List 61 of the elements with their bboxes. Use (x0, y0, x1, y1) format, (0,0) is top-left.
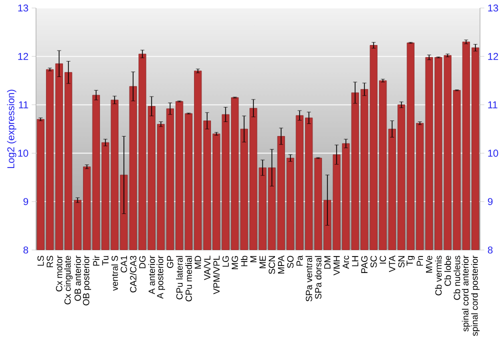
x-tick-label: Hb (240, 256, 248, 266)
x-tick-label: ME (260, 256, 266, 268)
x-tick-label: Cb nucleus (454, 256, 460, 300)
y2-tick-label: 11 (488, 101, 498, 108)
y-tick-label: 13 (18, 4, 28, 12)
x-tick-label: Tg (406, 256, 415, 266)
y2-tick-label: 13 (488, 4, 498, 12)
x-tick-label: CA1 (120, 256, 128, 272)
x-tick-label: RS (46, 256, 54, 268)
y2-tick-label: 8 (488, 246, 493, 254)
x-tick-label: Cb vermis (435, 256, 442, 296)
y2-tick-label: 9 (488, 198, 493, 206)
x-tick-label: LH (352, 256, 358, 266)
x-tick-label: MD (194, 256, 201, 269)
x-tick-label: Cb lobe (444, 256, 451, 286)
y-tick-label: 11 (18, 101, 28, 108)
x-tick-label: VMH (334, 256, 340, 276)
x-tick-label: SN (398, 256, 405, 268)
x-tick-label: spinal cord posterior (471, 256, 480, 336)
x-tick-label: DM (324, 256, 330, 269)
x-tick-label: CPu lateral (176, 256, 183, 300)
y2-tick-label: 10 (488, 150, 498, 157)
x-tick-label: VTA (389, 255, 396, 272)
x-tick-label: VA/VL (204, 256, 210, 280)
x-tick-label: SPa dorsal (314, 256, 322, 299)
x-tick-label: SPa ventral (306, 256, 312, 302)
x-tick-label: OB anterior (74, 256, 81, 301)
x-tick-label: MPA (278, 255, 284, 274)
x-tick-label: GP (166, 256, 174, 268)
x-tick-label: LS (37, 256, 44, 266)
x-tick-label: Tu (102, 256, 109, 266)
x-tick-label: M (250, 256, 256, 262)
x-tick-label: SC (370, 256, 377, 268)
x-tick-label: Pir (92, 256, 100, 266)
y2-tick-label: 12 (488, 52, 498, 60)
x-tick-label: A posterior (156, 256, 166, 299)
x-tick-label: PAG (361, 256, 368, 273)
x-tick-label: DG (139, 256, 146, 268)
y-tick-label: 9 (23, 198, 28, 206)
y-tick-label: 12 (18, 52, 28, 60)
y-tick-label: 8 (23, 246, 28, 254)
x-tick-label: LG (222, 256, 229, 267)
x-tick-label: Cx motor (56, 256, 62, 292)
x-tick-label: IC (380, 256, 386, 264)
x-tick-label: SO (287, 256, 294, 268)
y-axis-title: Log2 (expression) (7, 90, 16, 168)
x-tick-label: MVe (426, 256, 432, 273)
x-tick-label: Pa (296, 255, 303, 266)
x-tick-label: Pn (416, 256, 423, 266)
x-tick-label: CPu medial (185, 256, 192, 302)
x-tick-label: CA2/CA3 (130, 256, 136, 292)
x-tick-label: Arc (342, 256, 350, 269)
x-tick-label: SCN (268, 256, 276, 274)
x-tick-label: A anterior (148, 256, 155, 294)
x-tick-label: OB posterior (82, 256, 92, 306)
x-tick-label: MG (232, 256, 238, 270)
x-tick-label: Cx cingulate (64, 256, 73, 304)
x-tick-label: ventral S (111, 256, 118, 291)
y-tick-label: 10 (18, 150, 28, 157)
x-tick-label: VPM/VPL (213, 256, 220, 294)
x-tick-label: spinal cord anterior (462, 256, 470, 332)
